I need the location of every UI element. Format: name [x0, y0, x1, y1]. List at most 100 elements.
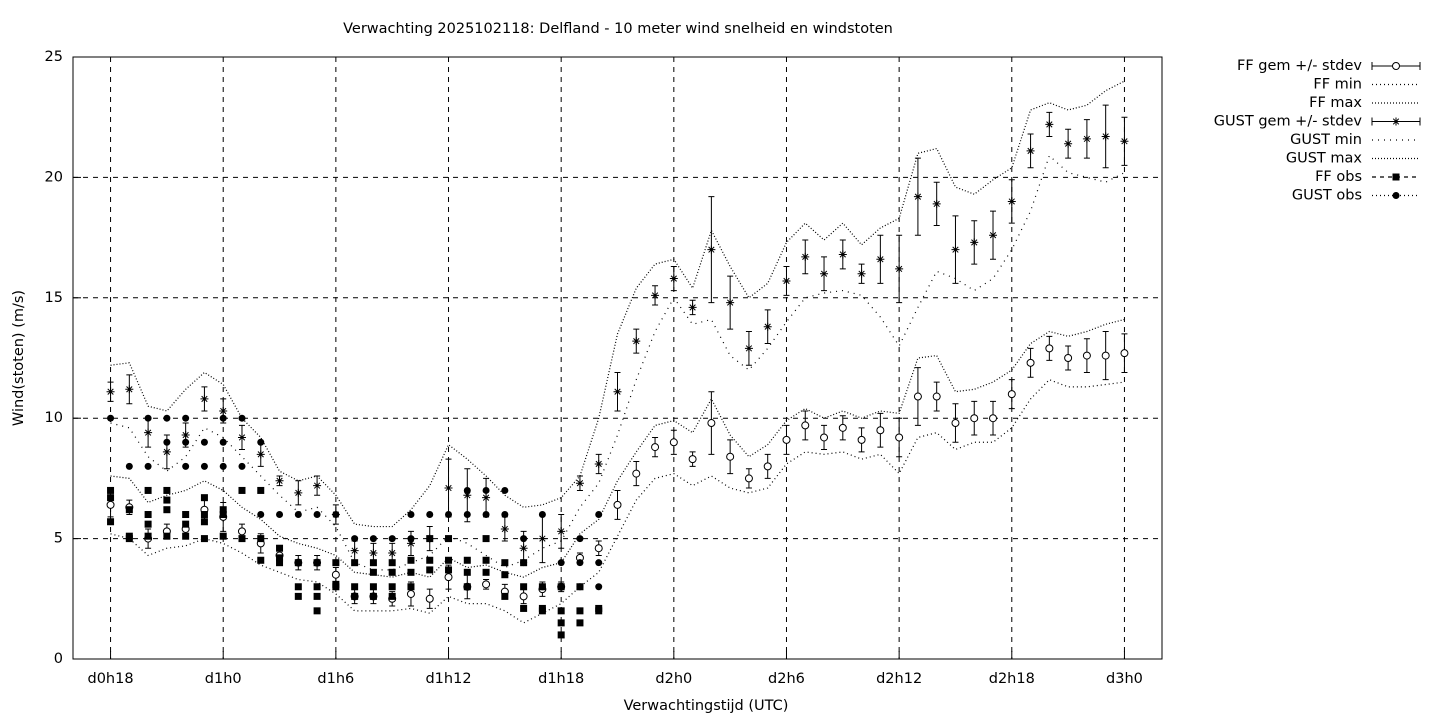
- marker: [406, 589, 415, 598]
- x-tick-label: d1h0: [205, 671, 242, 687]
- marker: [276, 511, 284, 519]
- marker: [257, 556, 265, 564]
- marker: [613, 387, 622, 396]
- marker: [369, 535, 377, 543]
- marker: [1026, 358, 1035, 367]
- marker: [163, 506, 171, 514]
- marker: [482, 511, 490, 519]
- marker: [594, 544, 603, 553]
- marker: [144, 414, 152, 422]
- marker: [1120, 349, 1129, 358]
- marker: [1064, 139, 1073, 148]
- marker: [351, 535, 359, 543]
- marker: [519, 592, 528, 601]
- marker: [238, 535, 246, 543]
- marker: [407, 568, 415, 576]
- marker: [275, 476, 284, 485]
- marker: [595, 607, 603, 615]
- marker: [182, 532, 190, 540]
- marker: [426, 535, 434, 543]
- marker: [313, 481, 322, 490]
- marker: [1007, 390, 1016, 399]
- marker: [294, 592, 302, 600]
- marker: [913, 392, 922, 401]
- marker: [538, 511, 546, 519]
- marker: [125, 462, 133, 470]
- marker: [782, 435, 791, 444]
- marker: [257, 438, 265, 446]
- marker: [388, 568, 396, 576]
- marker: [482, 580, 491, 589]
- marker: [463, 486, 471, 494]
- marker: [257, 486, 265, 494]
- x-tick-label: d2h18: [989, 671, 1035, 687]
- marker: [932, 199, 941, 208]
- marker: [782, 276, 791, 285]
- marker: [107, 518, 115, 526]
- marker: [1392, 192, 1400, 199]
- marker: [182, 414, 190, 422]
- marker: [445, 566, 453, 574]
- legend-item: FF min: [1313, 77, 1420, 93]
- marker: [1392, 117, 1400, 126]
- marker: [557, 583, 565, 591]
- marker: [932, 392, 941, 401]
- marker: [407, 535, 415, 543]
- y-tick-label: 20: [45, 169, 63, 185]
- marker: [876, 255, 885, 264]
- marker: [557, 631, 565, 639]
- marker: [538, 607, 546, 615]
- marker: [613, 500, 622, 509]
- marker: [257, 535, 265, 543]
- marker: [501, 511, 509, 519]
- marker: [200, 511, 208, 519]
- marker: [575, 479, 584, 488]
- plot-frame: [72, 56, 1163, 660]
- marker: [182, 520, 190, 528]
- marker: [1120, 137, 1129, 146]
- x-tick-label: d1h6: [317, 671, 354, 687]
- marker: [125, 535, 133, 543]
- marker: [445, 535, 453, 543]
- marker: [369, 549, 378, 558]
- marker: [1082, 134, 1091, 143]
- marker: [144, 486, 152, 494]
- marker: [144, 462, 152, 470]
- marker: [520, 604, 528, 612]
- marker: [632, 469, 641, 478]
- legend-item: FF max: [1309, 95, 1420, 111]
- marker: [876, 426, 885, 435]
- marker: [1101, 351, 1110, 360]
- y-axis-label: Wind(stoten) (m/s): [11, 290, 27, 426]
- marker: [313, 583, 321, 591]
- marker: [444, 484, 453, 493]
- marker: [482, 535, 490, 543]
- marker: [913, 192, 922, 201]
- marker: [838, 423, 847, 432]
- marker: [313, 592, 321, 600]
- marker: [257, 511, 265, 519]
- marker: [501, 486, 509, 494]
- marker: [294, 511, 302, 519]
- marker: [501, 571, 509, 579]
- marker: [688, 455, 697, 464]
- y-tick-label: 10: [45, 410, 63, 426]
- marker: [895, 264, 904, 273]
- marker: [595, 511, 603, 519]
- marker: [576, 535, 584, 543]
- legend-label: GUST max: [1286, 151, 1363, 167]
- marker: [276, 559, 284, 567]
- marker: [838, 250, 847, 259]
- marker: [426, 556, 434, 564]
- legend-label: GUST min: [1290, 132, 1362, 148]
- marker: [106, 500, 115, 509]
- marker: [219, 438, 227, 446]
- legend-label: GUST gem +/- stdev: [1214, 114, 1363, 130]
- marker: [970, 414, 979, 423]
- x-tick-label: d0h18: [88, 671, 134, 687]
- marker: [144, 520, 152, 528]
- marker: [369, 592, 377, 600]
- marker: [369, 568, 377, 576]
- marker: [144, 532, 152, 540]
- marker: [369, 559, 377, 567]
